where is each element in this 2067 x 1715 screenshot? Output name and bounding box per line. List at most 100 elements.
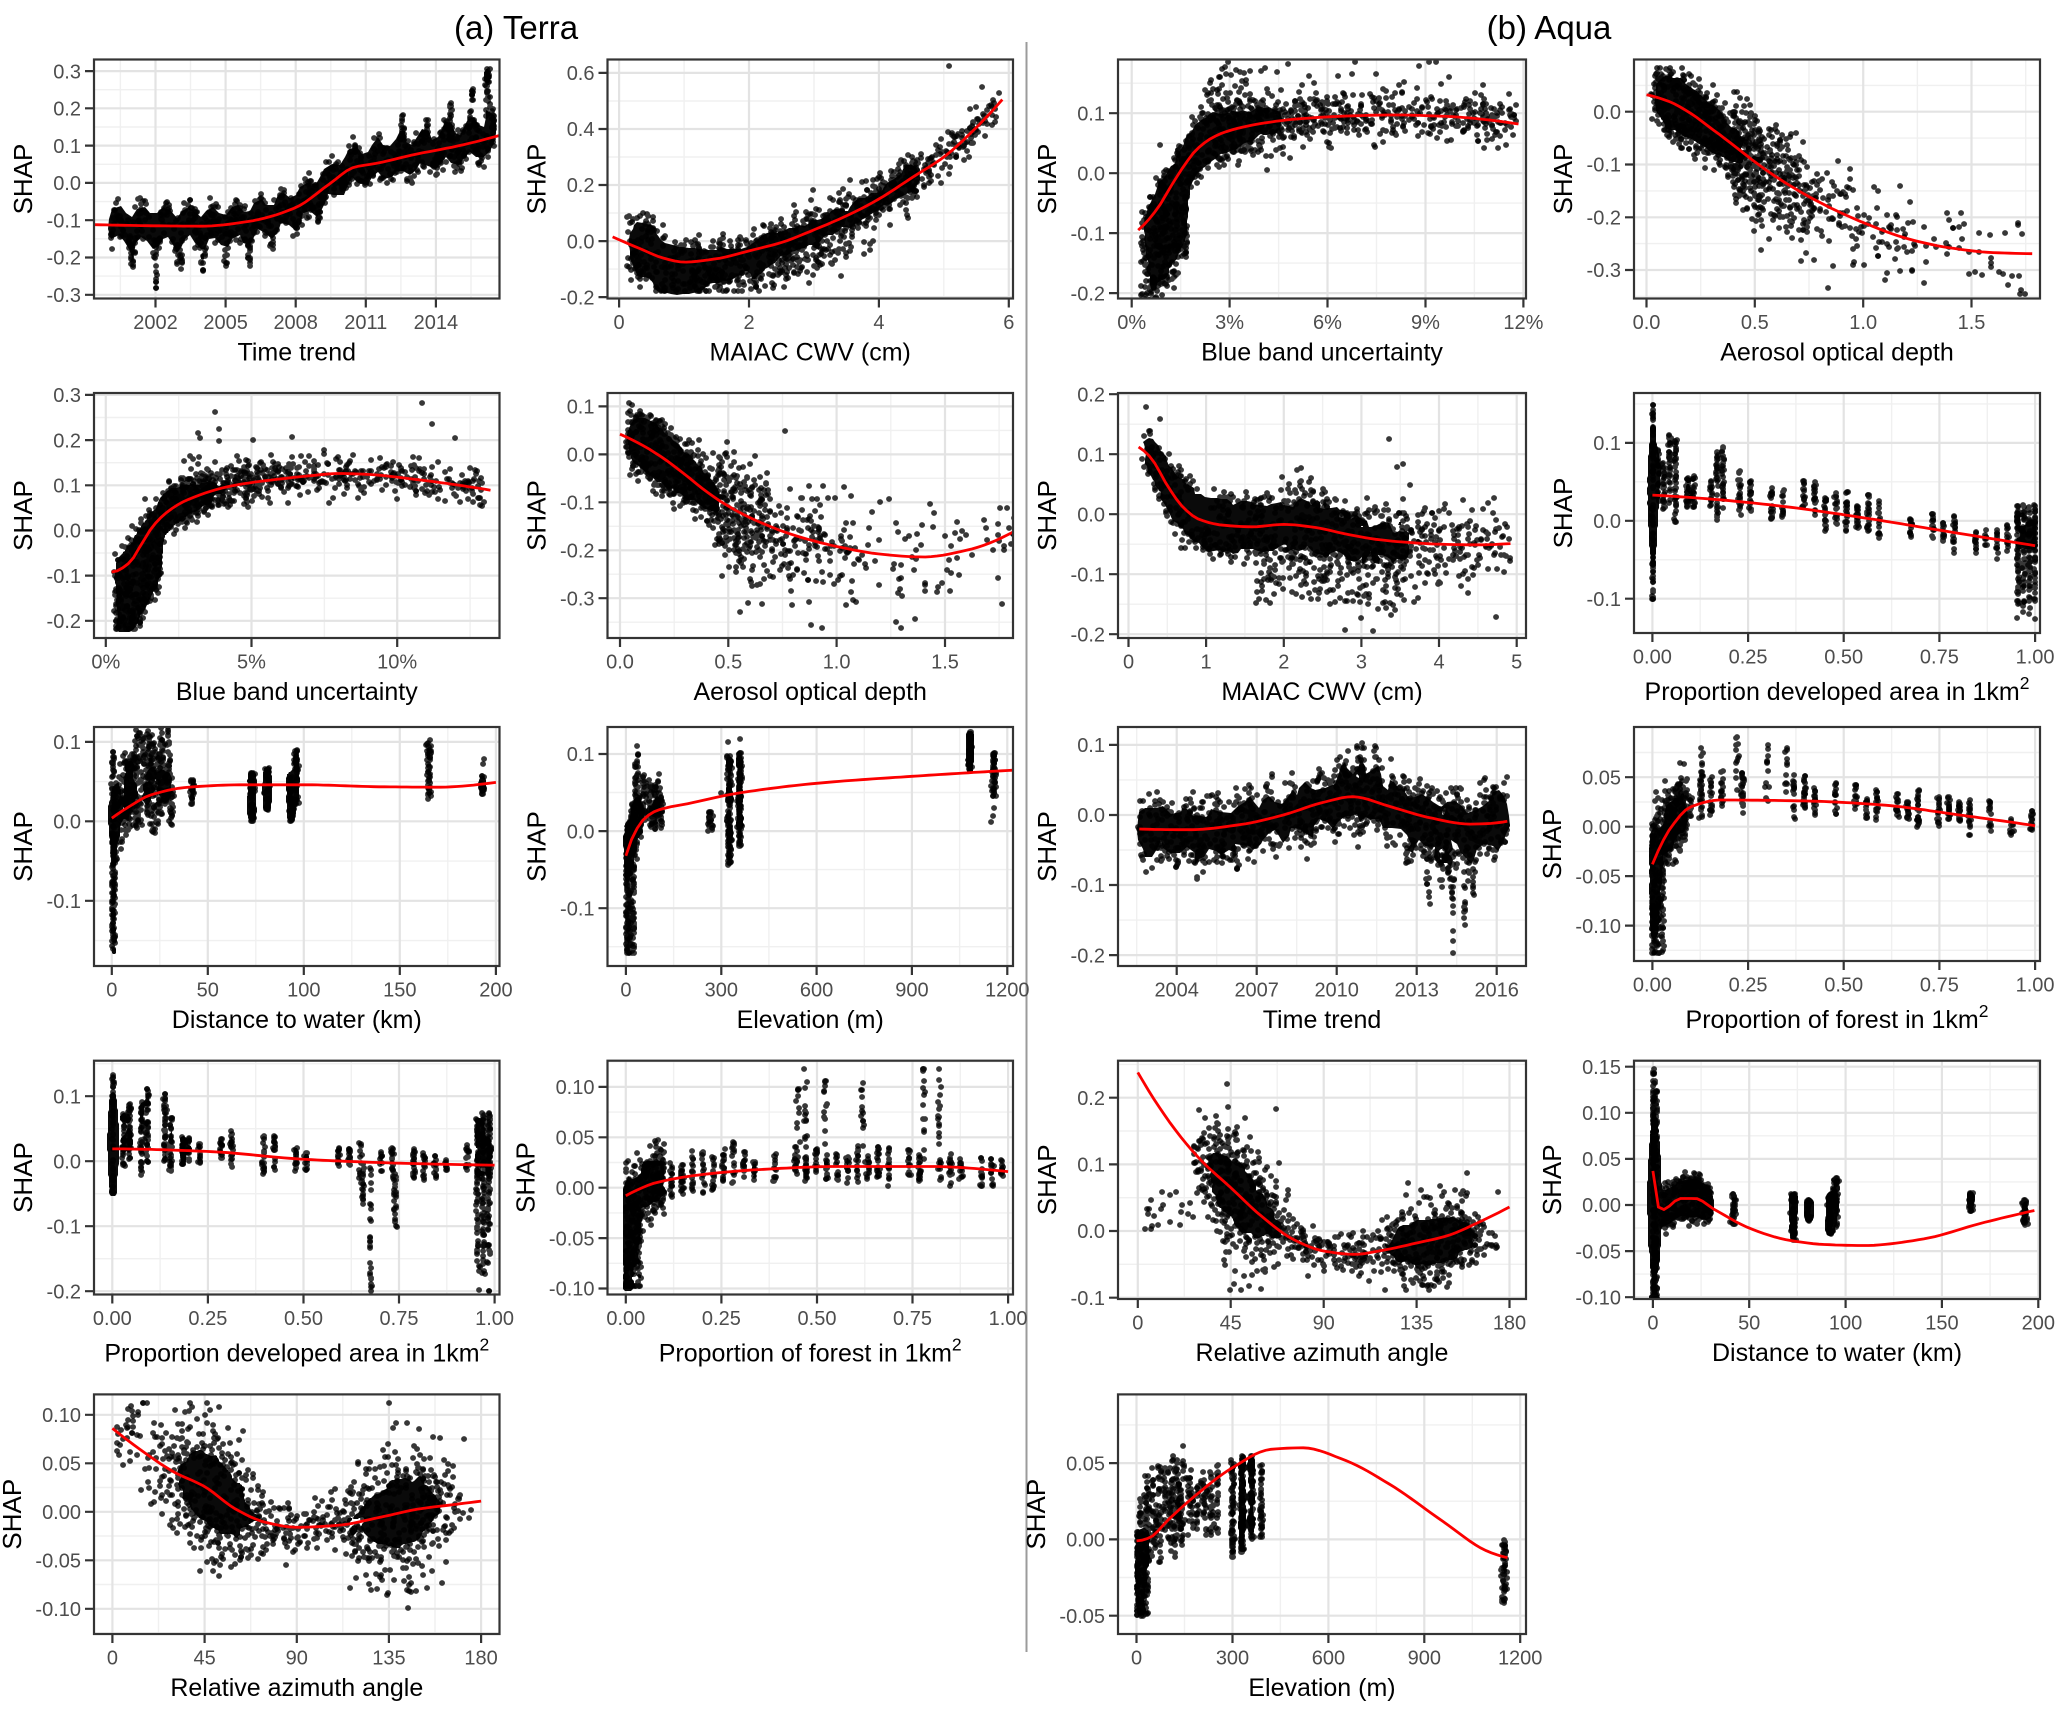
svg-text:0.0: 0.0	[1077, 805, 1105, 827]
svg-text:0.0: 0.0	[53, 812, 81, 834]
svg-text:90: 90	[1313, 1312, 1335, 1334]
svg-text:900: 900	[895, 979, 928, 1001]
svg-text:0.00: 0.00	[1633, 646, 1672, 668]
svg-text:0.0: 0.0	[606, 651, 634, 673]
svg-text:0.0: 0.0	[1593, 102, 1621, 124]
svg-text:Relative azimuth angle: Relative azimuth angle	[1196, 1339, 1449, 1367]
svg-text:2007: 2007	[1234, 979, 1279, 1001]
svg-text:0.00: 0.00	[606, 1308, 645, 1330]
svg-text:SHAP: SHAP	[8, 144, 38, 215]
svg-text:-0.1: -0.1	[1071, 564, 1105, 586]
svg-text:0.2: 0.2	[1077, 1088, 1105, 1110]
svg-text:-0.2: -0.2	[47, 611, 81, 633]
svg-text:0.0: 0.0	[53, 521, 81, 543]
svg-text:SHAP: SHAP	[522, 144, 552, 215]
svg-text:0.2: 0.2	[53, 430, 81, 452]
svg-text:0.10: 0.10	[42, 1405, 81, 1427]
svg-text:4: 4	[1433, 651, 1444, 673]
svg-text:2002: 2002	[133, 312, 178, 334]
svg-text:0.05: 0.05	[1582, 767, 1621, 789]
svg-text:Proportion of forest in 1km2: Proportion of forest in 1km2	[659, 1335, 962, 1368]
svg-text:SHAP: SHAP	[1537, 809, 1567, 880]
svg-text:150: 150	[1925, 1312, 1958, 1334]
svg-text:2: 2	[1278, 651, 1289, 673]
svg-text:0.1: 0.1	[53, 136, 81, 158]
svg-text:SHAP: SHAP	[522, 480, 552, 551]
svg-text:0.2: 0.2	[567, 175, 595, 197]
svg-text:0.00: 0.00	[556, 1178, 595, 1200]
svg-text:1.0: 1.0	[823, 651, 851, 673]
svg-text:0.10: 0.10	[556, 1077, 595, 1099]
svg-text:1200: 1200	[1498, 1647, 1543, 1669]
svg-text:-0.1: -0.1	[560, 493, 594, 515]
svg-text:SHAP: SHAP	[522, 811, 552, 882]
svg-text:SHAP: SHAP	[1032, 1144, 1062, 1215]
svg-text:0.25: 0.25	[702, 1308, 741, 1330]
svg-text:SHAP: SHAP	[8, 811, 38, 882]
svg-text:SHAP: SHAP	[0, 1479, 27, 1550]
svg-text:0.1: 0.1	[53, 1086, 81, 1108]
svg-text:-0.2: -0.2	[1587, 208, 1621, 230]
svg-text:-0.3: -0.3	[1587, 260, 1621, 282]
svg-text:0.05: 0.05	[42, 1454, 81, 1476]
svg-text:900: 900	[1408, 1647, 1441, 1669]
svg-text:SHAP: SHAP	[510, 1142, 540, 1213]
svg-text:5: 5	[1511, 651, 1522, 673]
svg-text:0.10: 0.10	[1582, 1103, 1621, 1125]
svg-text:100: 100	[1829, 1312, 1862, 1334]
svg-text:0%: 0%	[91, 651, 120, 673]
svg-text:-0.1: -0.1	[47, 1216, 81, 1238]
svg-text:SHAP: SHAP	[8, 480, 38, 551]
svg-text:2008: 2008	[273, 312, 318, 334]
svg-text:1.5: 1.5	[1958, 312, 1986, 334]
svg-text:-0.3: -0.3	[47, 285, 81, 307]
svg-text:2011: 2011	[344, 312, 387, 334]
svg-text:Aerosol optical depth: Aerosol optical depth	[693, 678, 926, 706]
svg-text:SHAP: SHAP	[1548, 478, 1578, 549]
svg-text:-0.1: -0.1	[1071, 223, 1105, 245]
svg-text:0: 0	[1647, 1312, 1658, 1334]
svg-text:-0.05: -0.05	[549, 1228, 595, 1250]
svg-text:0.0: 0.0	[567, 231, 595, 253]
svg-text:0.00: 0.00	[1582, 1195, 1621, 1217]
svg-text:0.75: 0.75	[1920, 646, 1959, 668]
svg-text:0.4: 0.4	[567, 119, 595, 141]
svg-text:-0.2: -0.2	[1071, 283, 1105, 305]
svg-text:-0.2: -0.2	[560, 287, 594, 309]
svg-text:Blue band uncertainty: Blue band uncertainty	[176, 678, 418, 706]
svg-text:-0.2: -0.2	[560, 541, 594, 563]
svg-text:0.0: 0.0	[1077, 1221, 1105, 1243]
svg-text:-0.1: -0.1	[1071, 875, 1105, 897]
svg-text:45: 45	[1220, 1312, 1242, 1334]
svg-text:200: 200	[2022, 1312, 2055, 1334]
svg-text:600: 600	[800, 979, 833, 1001]
svg-text:Proportion of forest in 1km2: Proportion of forest in 1km2	[1686, 1001, 1989, 1034]
svg-text:0.25: 0.25	[1729, 974, 1768, 996]
svg-text:3: 3	[1356, 651, 1367, 673]
svg-text:90: 90	[286, 1647, 308, 1669]
svg-text:45: 45	[193, 1647, 215, 1669]
svg-text:0.1: 0.1	[53, 476, 81, 498]
svg-text:-0.1: -0.1	[1071, 1288, 1105, 1310]
svg-text:0.50: 0.50	[1824, 646, 1863, 668]
svg-text:-0.10: -0.10	[549, 1279, 595, 1301]
svg-text:Elevation (m): Elevation (m)	[737, 1006, 884, 1034]
svg-text:0.1: 0.1	[1077, 444, 1105, 466]
svg-text:-0.2: -0.2	[47, 248, 81, 270]
svg-text:100: 100	[287, 979, 320, 1001]
svg-text:MAIAC CWV (cm): MAIAC CWV (cm)	[710, 339, 911, 367]
svg-text:0.00: 0.00	[42, 1502, 81, 1524]
svg-text:600: 600	[1312, 1647, 1345, 1669]
svg-text:0.1: 0.1	[567, 744, 595, 766]
svg-text:SHAP: SHAP	[1032, 144, 1062, 215]
svg-text:0.0: 0.0	[1593, 511, 1621, 533]
svg-text:SHAP: SHAP	[1537, 1144, 1567, 1215]
svg-text:Time trend: Time trend	[238, 339, 357, 367]
svg-text:6: 6	[1003, 312, 1014, 334]
svg-text:1: 1	[1201, 651, 1212, 673]
svg-text:SHAP: SHAP	[1032, 480, 1062, 551]
svg-text:0.3: 0.3	[53, 385, 81, 407]
svg-text:0.75: 0.75	[893, 1308, 932, 1330]
svg-text:180: 180	[464, 1647, 497, 1669]
svg-text:9%: 9%	[1411, 312, 1440, 334]
